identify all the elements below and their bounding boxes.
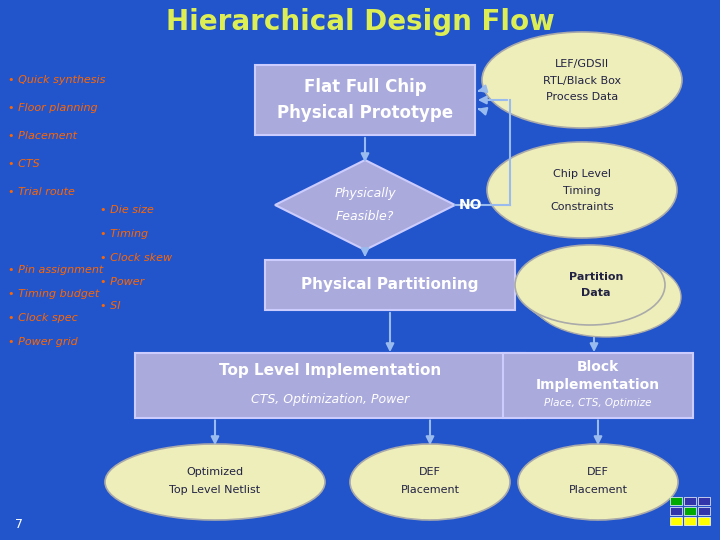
Text: Timing: Timing [563,186,601,196]
Text: Flat Full Chip: Flat Full Chip [304,78,426,96]
FancyBboxPatch shape [698,507,710,515]
Ellipse shape [105,444,325,520]
Text: Feasible?: Feasible? [336,211,394,224]
Text: • Placement: • Placement [8,131,77,141]
Ellipse shape [350,444,510,520]
Ellipse shape [527,254,677,334]
Text: Place, CTS, Optimize: Place, CTS, Optimize [544,398,652,408]
Text: LEF/GDSII: LEF/GDSII [555,59,609,69]
Text: Placement: Placement [400,485,459,495]
Text: Physical Prototype: Physical Prototype [277,104,453,122]
Text: Hierarchical Design Flow: Hierarchical Design Flow [166,8,554,36]
Text: Implementation: Implementation [536,378,660,392]
FancyBboxPatch shape [670,517,682,525]
Text: • Quick synthesis: • Quick synthesis [8,75,105,85]
FancyBboxPatch shape [684,497,696,505]
Text: CTS, Optimization, Power: CTS, Optimization, Power [251,393,409,406]
Text: DEF: DEF [587,467,609,477]
FancyBboxPatch shape [670,497,682,505]
Ellipse shape [482,32,682,128]
Text: • Power grid: • Power grid [8,337,78,347]
Text: NO: NO [458,198,482,212]
FancyBboxPatch shape [255,65,475,135]
Text: Process Data: Process Data [546,92,618,102]
Text: Top Level Implementation: Top Level Implementation [219,363,441,379]
Text: RTL/Black Box: RTL/Black Box [543,76,621,86]
Ellipse shape [523,251,673,331]
Text: • CTS: • CTS [8,159,40,169]
Text: • Trial route: • Trial route [8,187,75,197]
Text: • Timing budget: • Timing budget [8,289,99,299]
Text: • Clock skew: • Clock skew [100,253,172,263]
Text: Physically: Physically [334,186,396,199]
FancyBboxPatch shape [670,507,682,515]
Polygon shape [275,160,455,250]
Text: Partition: Partition [569,272,624,282]
Text: Data: Data [581,288,611,298]
FancyBboxPatch shape [135,353,525,417]
Text: • Pin assignment: • Pin assignment [8,265,103,275]
Text: 7: 7 [15,518,23,531]
Text: DEF: DEF [419,467,441,477]
Text: Chip Level: Chip Level [553,169,611,179]
FancyBboxPatch shape [503,353,693,417]
Text: • Timing: • Timing [100,229,148,239]
FancyBboxPatch shape [684,507,696,515]
Text: Block: Block [577,360,619,374]
Ellipse shape [518,444,678,520]
Text: Placement: Placement [569,485,628,495]
Ellipse shape [519,248,669,328]
Text: Constraints: Constraints [550,202,614,212]
Ellipse shape [531,257,681,337]
Text: • Power: • Power [100,277,144,287]
Text: Top Level Netlist: Top Level Netlist [169,485,261,495]
Text: • Clock spec: • Clock spec [8,313,78,323]
Text: Physical Partitioning: Physical Partitioning [301,278,479,293]
Text: • SI: • SI [100,301,120,311]
FancyBboxPatch shape [265,260,515,310]
Ellipse shape [515,245,665,325]
Ellipse shape [487,142,677,238]
Text: • Die size: • Die size [100,205,154,215]
Text: Optimized: Optimized [186,467,243,477]
FancyBboxPatch shape [698,517,710,525]
FancyBboxPatch shape [684,517,696,525]
Text: • Floor planning: • Floor planning [8,103,98,113]
FancyBboxPatch shape [698,497,710,505]
